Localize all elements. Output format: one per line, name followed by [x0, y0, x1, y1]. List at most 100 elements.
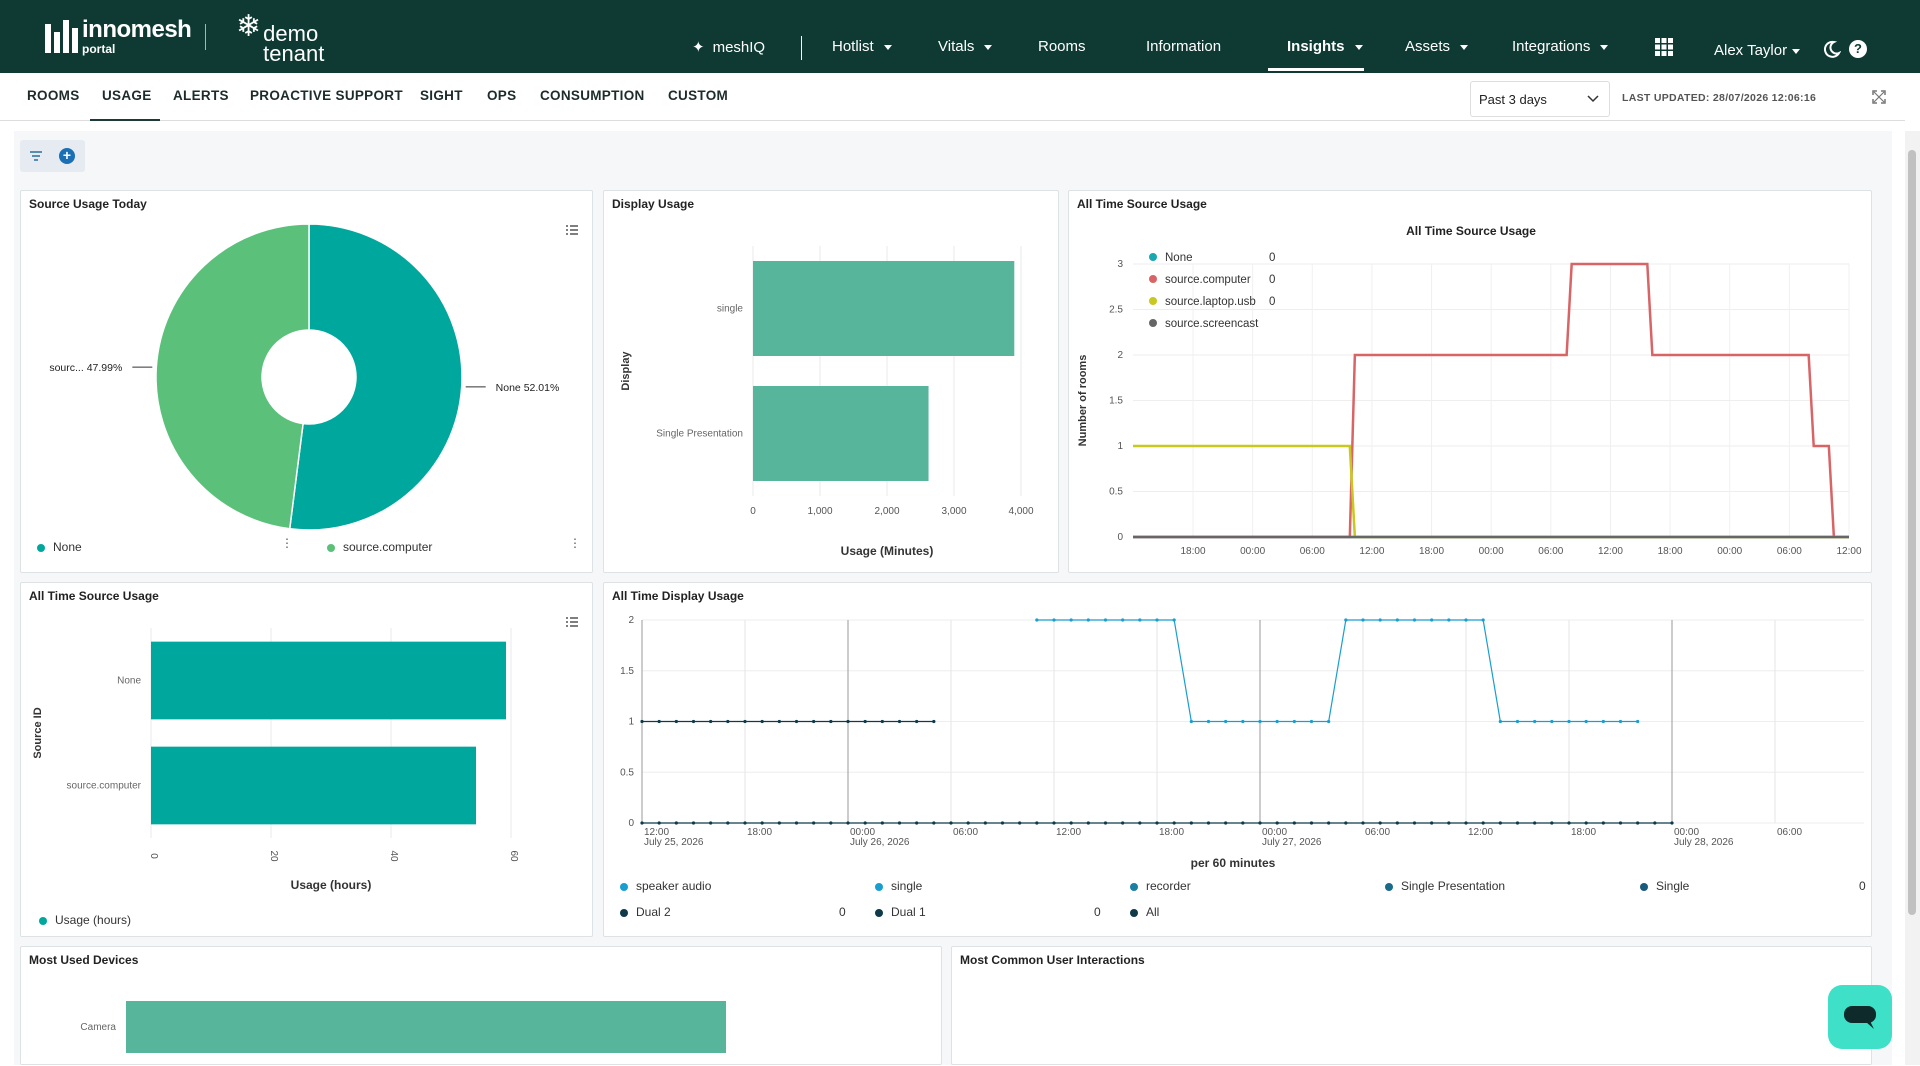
fullscreen-icon[interactable]: [1872, 90, 1886, 104]
series-point: [1018, 821, 1022, 825]
tab-sight[interactable]: SIGHT: [420, 88, 463, 103]
legend-label: source.computer: [343, 540, 433, 554]
tab-consumption[interactable]: CONSUMPTION: [540, 88, 645, 103]
user-name: Alex Taylor: [1714, 42, 1788, 59]
nav-assets[interactable]: Assets: [1405, 38, 1469, 55]
nav-rooms[interactable]: Rooms: [1038, 38, 1086, 55]
legend-item-source-computer[interactable]: source.computer: [327, 540, 432, 554]
nav-label: Vitals: [938, 38, 975, 55]
series-point: [674, 821, 678, 825]
series-point: [743, 821, 747, 825]
legend-label: Dual 1: [891, 905, 926, 919]
panel-title: Source Usage Today: [29, 197, 147, 211]
scrollbar-thumb[interactable]: [1908, 150, 1916, 915]
user-menu[interactable]: Alex Taylor: [1714, 42, 1801, 59]
legend-label: Usage (hours): [55, 913, 132, 927]
legend-item[interactable]: Dual 1: [875, 905, 926, 919]
more-vertical-icon[interactable]: ⋮: [569, 536, 581, 550]
tab-ops[interactable]: OPS: [487, 88, 517, 103]
series-line-0: [1036, 619, 1638, 723]
nav-vitals[interactable]: Vitals: [938, 38, 993, 55]
legend-item[interactable]: Dual 2: [620, 905, 671, 919]
tab-alerts[interactable]: ALERTS: [173, 88, 229, 103]
series-point: [640, 821, 644, 825]
series-point: [863, 821, 867, 825]
x-tick-label: 00:00: [1479, 546, 1504, 557]
series-point: [1327, 821, 1331, 825]
x-tick-label: 12:00: [1836, 546, 1861, 557]
filter-icon[interactable]: [30, 151, 42, 161]
legend-item[interactable]: recorder: [1130, 879, 1191, 893]
series-point: [1155, 618, 1159, 622]
panel-title: All Time Source Usage: [29, 589, 159, 603]
legend-dot: [1149, 297, 1157, 305]
nav-hotlist[interactable]: Hotlist: [832, 38, 892, 55]
x-tick-label: 60: [508, 850, 519, 862]
series-point: [1052, 821, 1056, 825]
panel-title: Display Usage: [612, 197, 695, 211]
bar: [151, 641, 506, 720]
legend-item[interactable]: All: [1130, 905, 1159, 919]
legend-label: recorder: [1146, 879, 1191, 893]
tab-rooms[interactable]: ROOMS: [27, 88, 80, 103]
series-point: [966, 821, 970, 825]
legend-item[interactable]: speaker audio: [620, 879, 711, 893]
help-icon[interactable]: ?: [1849, 40, 1867, 58]
legend-item-none[interactable]: None: [37, 540, 82, 554]
time-range-select[interactable]: Past 3 days: [1470, 81, 1610, 117]
chevron-down-icon: [1460, 44, 1469, 50]
legend-item[interactable]: Single Presentation: [1385, 879, 1505, 893]
list-icon[interactable]: [566, 224, 578, 236]
add-panel-icon[interactable]: +: [59, 148, 75, 164]
series-point: [1086, 821, 1090, 825]
series-point: [812, 821, 816, 825]
series-point: [657, 719, 661, 724]
legend-item[interactable]: Single: [1640, 879, 1689, 893]
nav-insights[interactable]: Insights: [1287, 38, 1363, 55]
legend-item-usage-hours[interactable]: Usage (hours): [39, 913, 131, 927]
chat-support-button[interactable]: [1828, 985, 1892, 1049]
top-navigation-bar: innomesh portal ❄ demo tenant ✦ meshIQ Ho…: [0, 0, 1920, 73]
series-point: [1567, 821, 1571, 825]
tenant-logo: ❄ demo tenant: [236, 10, 324, 65]
series-point: [932, 719, 936, 724]
x-tick-label: 12:00: [1468, 827, 1493, 838]
tab-usage[interactable]: USAGE: [102, 88, 152, 103]
apps-grid-icon[interactable]: [1655, 38, 1673, 56]
snowflake-icon: ❄: [236, 10, 262, 43]
x-tick-label: 00:00: [1717, 546, 1742, 557]
list-icon[interactable]: [566, 616, 578, 628]
series-line-1: [1133, 262, 1849, 539]
tab-proactive-support[interactable]: PROACTIVE SUPPORT: [250, 88, 403, 103]
logo-mark-icon: [45, 20, 78, 53]
tab-custom[interactable]: CUSTOM: [668, 88, 729, 103]
series-point: [1430, 618, 1434, 622]
legend-label: Single: [1656, 879, 1690, 893]
legend-label: single: [891, 879, 923, 893]
series-point: [1412, 821, 1417, 825]
nav-label: Information: [1146, 38, 1222, 55]
x-tick-label: 00:00: [1674, 827, 1699, 838]
x-tick-label: 12:00: [1598, 546, 1623, 557]
series-point: [1172, 618, 1176, 622]
nav-information[interactable]: Information: [1146, 38, 1221, 55]
series-point: [1258, 719, 1262, 724]
nav-integrations[interactable]: Integrations: [1512, 38, 1609, 55]
series-point: [1515, 719, 1520, 724]
nav-label: meshIQ: [712, 39, 766, 56]
nav-meshiq[interactable]: ✦ meshIQ: [692, 38, 765, 56]
series-point: [726, 821, 730, 825]
x-tick-label: 0: [148, 853, 159, 859]
series-point: [1378, 821, 1382, 825]
legend-value: 0: [1094, 905, 1101, 919]
panel-title: Most Used Devices: [29, 953, 139, 967]
dark-mode-moon-icon[interactable]: [1823, 40, 1842, 58]
legend-item[interactable]: single: [875, 879, 922, 893]
x-tick-label: 0: [750, 506, 756, 517]
series-point: [983, 821, 987, 825]
y-tick-label: 0.5: [1109, 487, 1123, 498]
more-vertical-icon[interactable]: ⋮: [281, 536, 293, 550]
innomesh-logo[interactable]: innomesh portal: [45, 18, 192, 55]
pie-data-label: None 52.01%: [496, 382, 560, 394]
series-point: [691, 719, 696, 724]
